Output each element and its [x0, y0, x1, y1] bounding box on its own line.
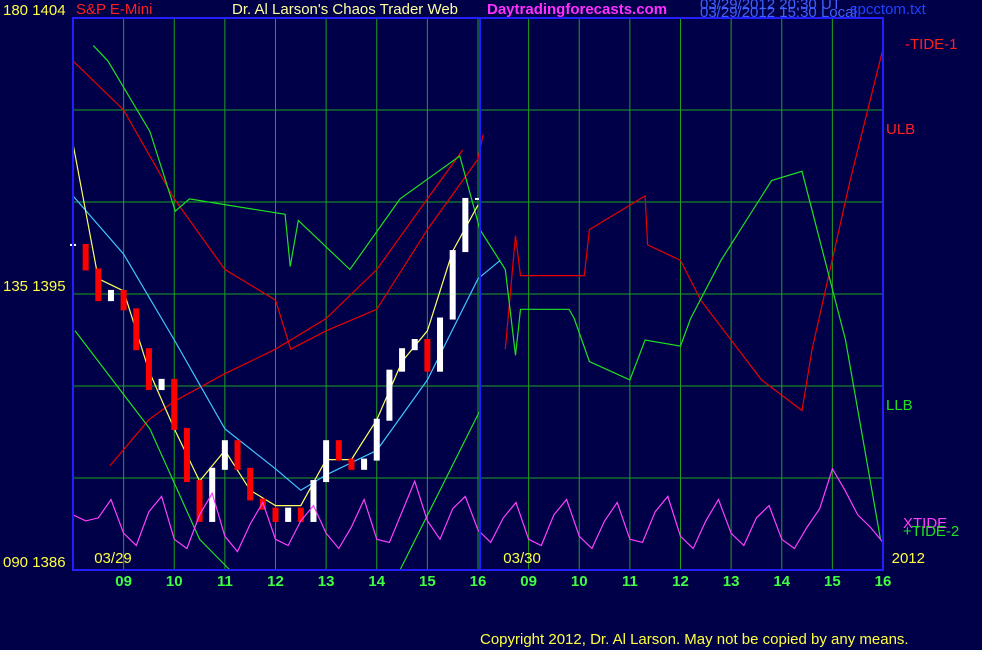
site-name: Daytradingforecasts.com: [487, 1, 667, 18]
price-bar: [183, 427, 190, 483]
price-bar: [247, 467, 254, 501]
series-line: [74, 330, 481, 571]
price-bar: [335, 440, 342, 461]
price-bar: [411, 339, 418, 351]
x-tick-label: 09: [520, 573, 537, 590]
x-tick-label: 10: [571, 573, 588, 590]
date-label: 03/30: [503, 550, 541, 567]
price-bar: [221, 440, 228, 470]
series-line: [72, 143, 479, 507]
legend-label: XTIDE: [903, 515, 947, 532]
price-bar: [82, 243, 89, 271]
series-line: [72, 195, 501, 492]
price-bar: [120, 289, 127, 311]
x-tick-label: 13: [723, 573, 740, 590]
legend-label: ULB: [886, 121, 915, 138]
y-tick-label: 180 1404: [3, 2, 66, 19]
annotation: -TIDE-1: [905, 36, 958, 53]
chart-title: Dr. Al Larson's Chaos Trader Web: [232, 1, 458, 18]
annotation: +TIDE-2: [903, 523, 959, 540]
x-tick-label: 12: [672, 573, 689, 590]
x-tick-label: 14: [368, 573, 385, 590]
price-bar: [462, 197, 469, 253]
price-bar: [95, 268, 102, 302]
series-line: [109, 149, 464, 467]
x-tick-label: 09: [115, 573, 132, 590]
date-label: 2012: [892, 550, 925, 567]
price-bar: [234, 440, 241, 470]
subtitle: S&P E-Mini: [76, 1, 152, 18]
series-line: [72, 48, 884, 412]
price-bar: [475, 197, 481, 200]
price-bar: [107, 289, 114, 302]
plot-frame: [72, 17, 884, 571]
x-tick-label: 14: [773, 573, 790, 590]
price-bar: [386, 369, 393, 421]
price-bar: [361, 458, 368, 470]
price-bar: [171, 378, 178, 430]
file-name: spcctom.txt: [850, 1, 927, 18]
price-bar: [437, 317, 444, 372]
timestamp: 03/29/2012 20:30 UT: [700, 0, 841, 13]
x-tick-label: 11: [217, 573, 233, 590]
price-bar: [133, 308, 140, 351]
date-label: 03/29: [94, 550, 132, 567]
marks: [70, 45, 884, 571]
price-bar: [272, 507, 279, 522]
x-tick-label: 16: [875, 573, 892, 590]
x-tick-label: 15: [824, 573, 841, 590]
series-line: [92, 45, 882, 540]
price-bar: [373, 418, 380, 461]
timestamp: 03/29/2012 15:30 Local: [700, 4, 857, 21]
price-bar: [323, 440, 330, 483]
price-bar: [158, 378, 165, 391]
price-bar: [196, 480, 203, 522]
y-tick-label: 090 1386: [3, 554, 66, 571]
series-line: [72, 467, 884, 553]
x-tick-label: 11: [622, 573, 638, 590]
price-bar: [449, 250, 456, 320]
x-tick-label: 10: [166, 573, 183, 590]
price-bar: [145, 348, 152, 391]
price-bar: [285, 507, 292, 522]
x-tick-label: 15: [419, 573, 436, 590]
price-bar: [399, 348, 406, 372]
price-bar: [310, 480, 317, 522]
legend-label: LLB: [886, 397, 913, 414]
copyright: Copyright 2012, Dr. Al Larson. May not b…: [480, 631, 909, 648]
price-bar: [348, 458, 355, 470]
x-tick-label: 12: [267, 573, 284, 590]
x-tick-label: 16: [470, 573, 487, 590]
y-tick-label: 135 1395: [3, 278, 66, 295]
price-bar: [297, 507, 304, 522]
x-tick-label: 13: [318, 573, 335, 590]
price-bar: [424, 339, 431, 372]
